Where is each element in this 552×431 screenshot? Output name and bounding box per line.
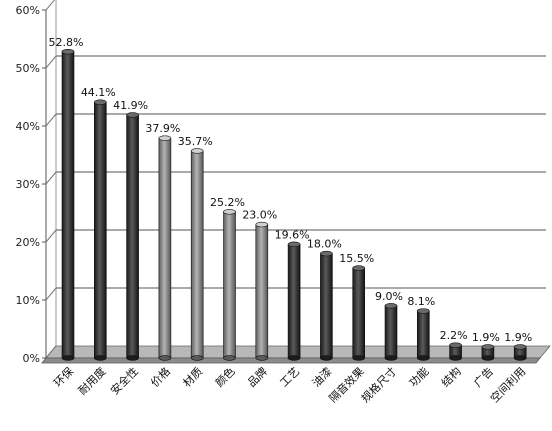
x-tick-label: 空间利用 [487,364,528,405]
y-tick-label: 40% [16,120,40,133]
x-tick-label: 安全性 [107,364,140,397]
x-tick-label: 功能 [406,364,431,389]
data-label: 52.8% [49,36,84,49]
data-label: 25.2% [210,196,245,209]
y-tick-label: 0% [23,352,40,365]
y-tick-label: 50% [16,62,40,75]
bar [126,112,139,361]
bar [416,308,430,361]
gridline-diag [45,0,55,11]
x-tick-label: 颜色 [212,364,237,389]
bar [94,99,107,361]
x-tick-label: 环保 [51,364,76,389]
bars [61,49,527,361]
x-tick-label: 结构 [438,364,463,389]
gridline-diag [45,287,57,301]
data-label: 1.9% [472,331,500,344]
y-axis: 0% 10% 20% 30% 40% 50% 60% [16,4,46,365]
data-label: 18.0% [307,238,342,251]
bar [287,241,301,361]
data-label: 37.9% [145,122,180,135]
x-tick-label: 材质 [180,364,205,389]
bar [384,303,398,361]
y-tick-label: 60% [16,4,40,17]
gridline-diag [45,55,57,69]
gridline-diag [45,229,57,243]
data-label: 44.1% [81,86,116,99]
data-label: 19.6% [275,228,310,241]
bar [481,344,495,361]
x-tick-label: 广告 [471,365,496,390]
bar [158,135,172,361]
x-tick-label: 品牌 [244,364,269,389]
bar [449,342,462,361]
x-tick-label: 油漆 [309,364,334,389]
data-labels: 52.8% 44.1%41.9% 37.9%35.7% 25.2%23.0% 19.6%… [49,36,533,344]
x-tick-label: 耐用度 [75,364,108,397]
y-tick-label: 30% [16,178,40,191]
bar [352,265,366,361]
bar [223,209,236,361]
bar [320,250,333,361]
data-label: 23.0% [242,209,277,222]
bar [513,344,527,361]
y-tick-label: 20% [16,236,40,249]
gridline-diag [45,113,57,127]
bar [190,148,204,361]
data-label: 1.9% [504,331,532,344]
data-label: 15.5% [339,252,374,265]
gridline-diag [45,171,57,185]
bar [255,221,269,361]
x-tick-label: 规格尺寸 [358,364,399,405]
x-tick-label: 工艺 [277,365,302,390]
data-label: 2.2% [440,329,468,342]
x-tick-label: 价格 [148,364,173,389]
data-label: 9.0% [375,290,403,303]
data-label: 35.7% [178,135,213,148]
bar [61,49,75,361]
data-label: 41.9% [113,99,148,112]
data-label: 8.1% [407,295,435,308]
y-tick-label: 10% [16,294,40,307]
